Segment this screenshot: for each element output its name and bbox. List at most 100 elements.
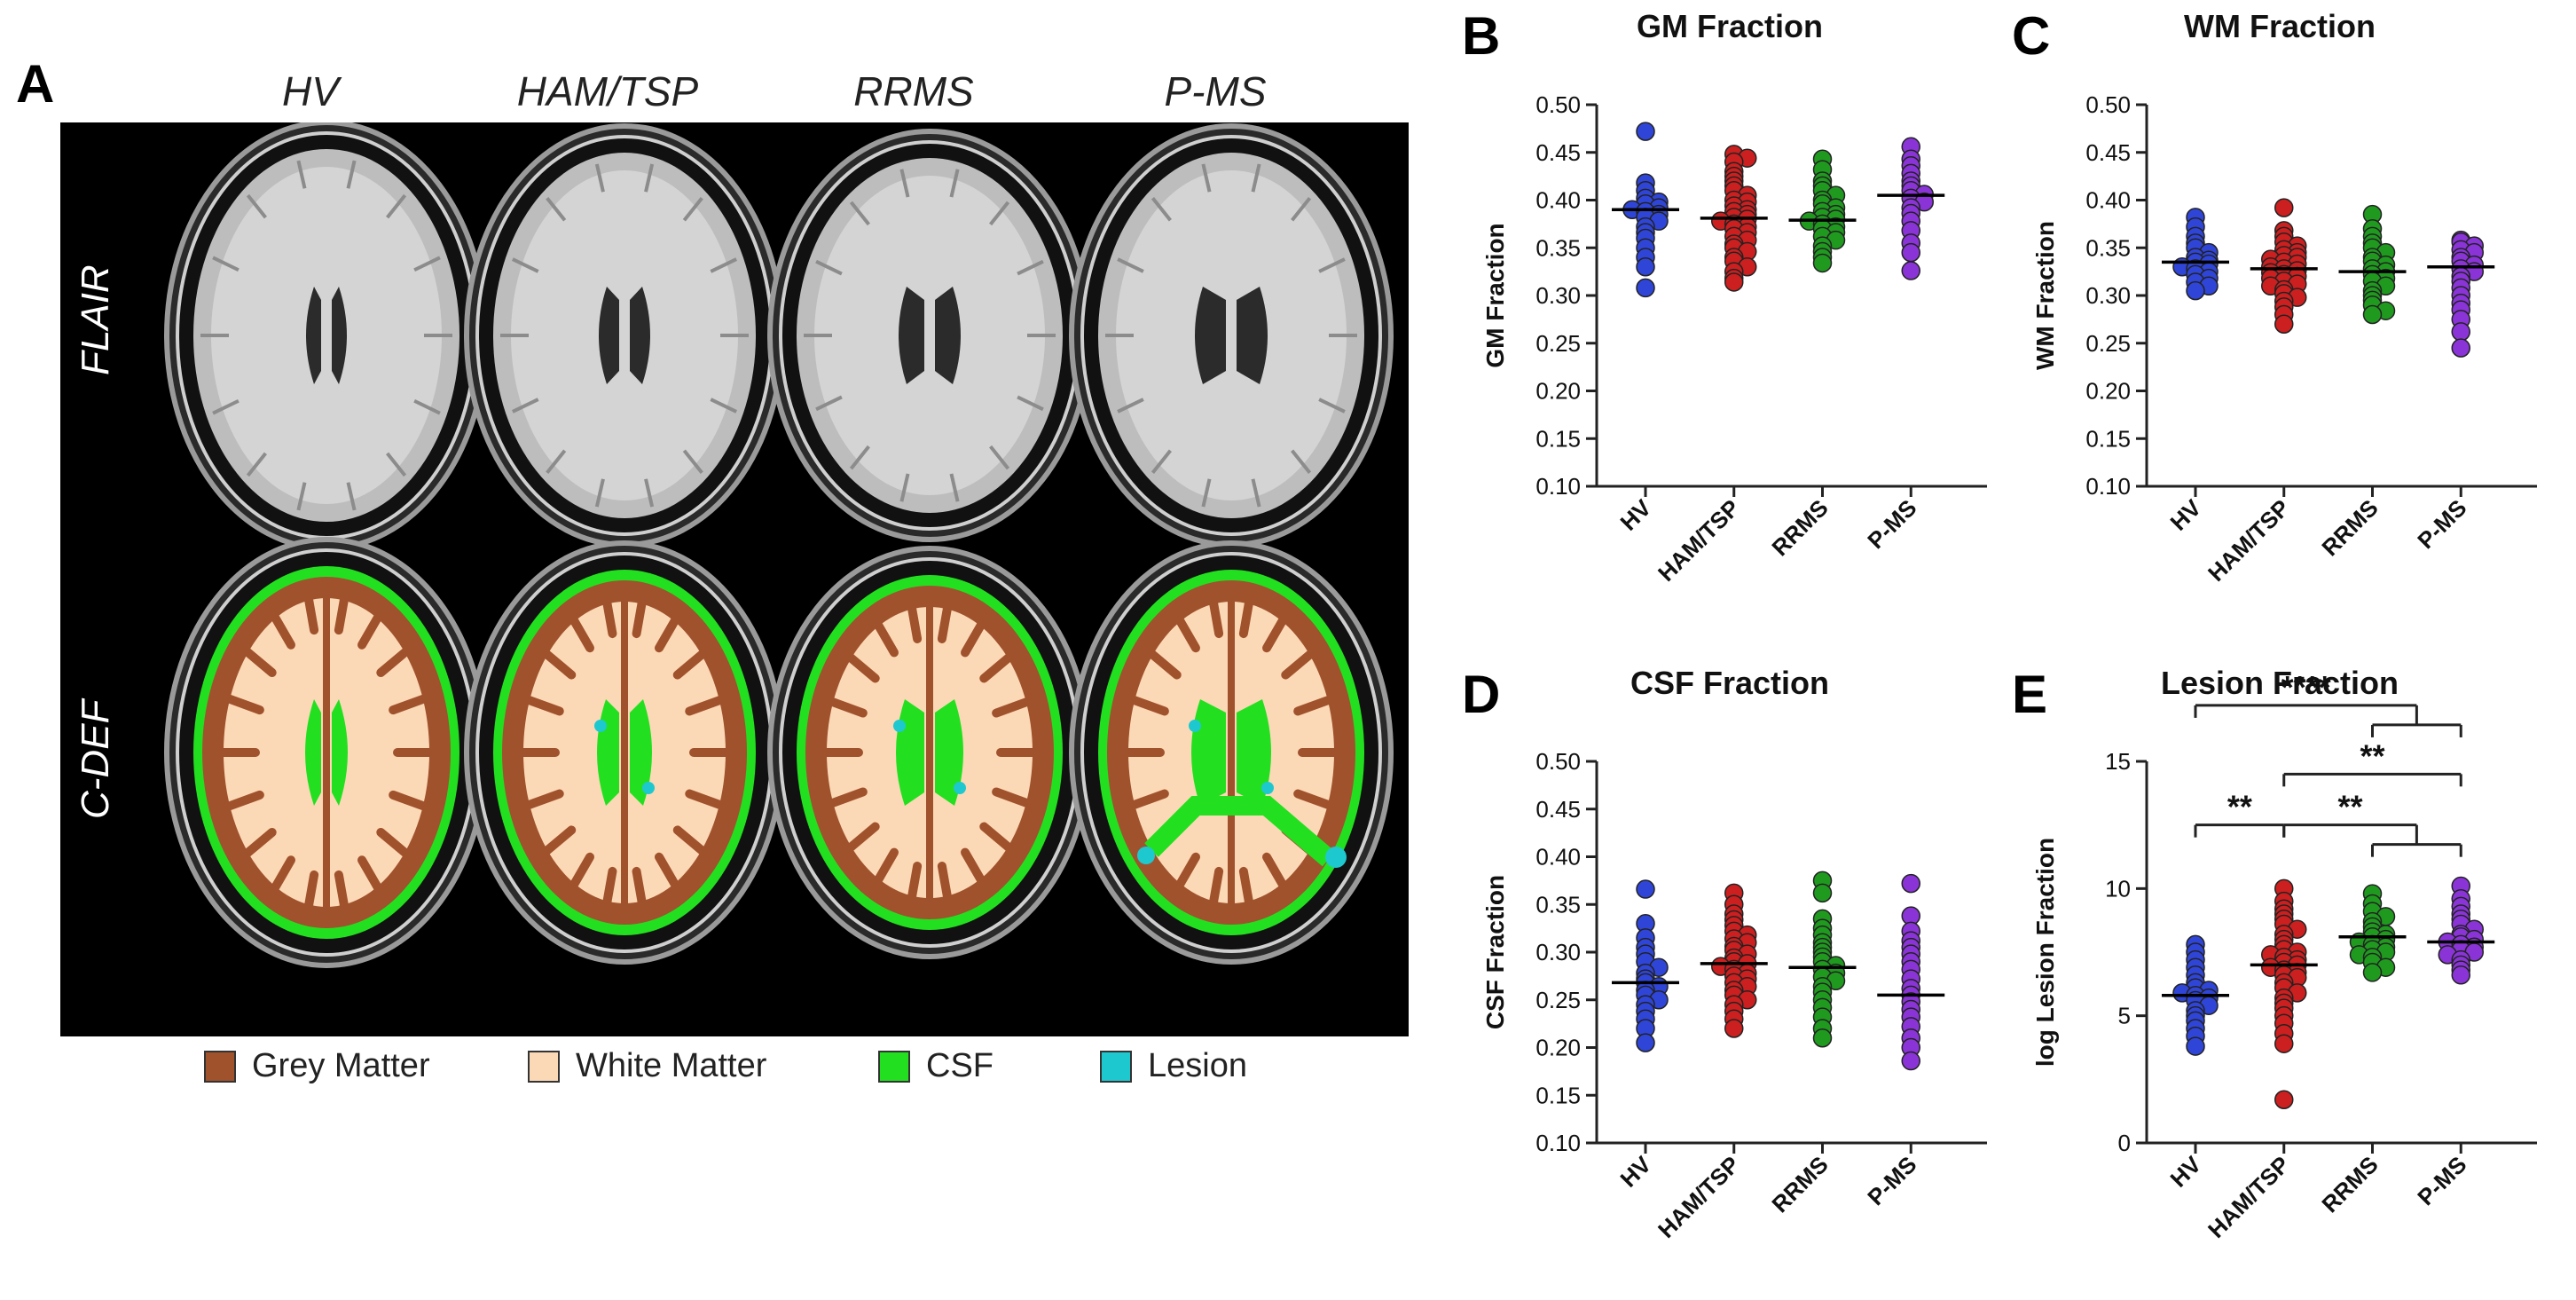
lesion-fraction-significance-bracket [2194,823,2286,838]
csf-fraction-data-point [1812,883,1833,903]
legend-label-lesion: Lesion [1148,1047,1247,1084]
wm-fraction-title: WM Fraction [2184,8,2376,44]
csf-fraction-title: CSF Fraction [1630,665,1829,701]
lesion-fraction-significance-bracket [2194,704,2462,737]
lesion-fraction-data-point [2451,965,2470,985]
legend-label-white-matter: White Matter [576,1047,767,1084]
lesion-fraction-y-tick-label: 5 [2118,1003,2131,1029]
legend-swatch-lesion [1100,1050,1132,1083]
csf-fraction-y-tick-label: 0.20 [1535,1035,1581,1061]
csf-fraction-x-tick-label: RRMS [1766,1151,1833,1217]
lesion-fraction-x-tick-label: HAM/TSP [2203,1151,2295,1243]
wm-fraction-series-3 [2362,204,2396,325]
legend-item-white-matter: White Matter [528,1047,766,1085]
csf-fraction-y-tick-label: 0.25 [1535,987,1581,1013]
legend-label-grey-matter: Grey Matter [252,1047,430,1084]
wm-fraction-data-point [2274,314,2294,334]
lesion-fraction-y-tick-label: 15 [2105,748,2131,775]
gm-fraction-y-axis-label: GM Fraction [1481,223,1509,367]
panel-b-letter: B [1462,6,1501,66]
lesion-fraction-significance-bracket [2282,772,2462,787]
wm-fraction-series-4 [2451,230,2484,358]
csf-fraction-series-2 [1711,883,1757,1038]
flair-brain-4 [1069,123,1394,548]
csf-fraction-data-point [1636,1033,1655,1052]
csf-fraction-y-tick-label: 0.30 [1535,939,1581,965]
lesion-fraction-y-axis-label: log Lesion Fraction [2031,838,2059,1067]
csf-fraction-data-point [1636,879,1655,899]
cdef-brain-2 [464,540,785,965]
legend-item-grey-matter: Grey Matter [204,1047,430,1085]
lesion-fraction-chart: Lesion Fraction 0 5 10 15 log Lesion Fraction… [2031,665,2537,1243]
gm-fraction-y-tick-label: 0.30 [1535,282,1581,309]
lesion-fraction-significance-label: ** [2338,789,2363,825]
cdef-brain-3 [767,546,1092,959]
legend-swatch-csf [878,1050,910,1083]
wm-fraction-y-tick-label: 0.35 [2085,234,2131,261]
panel-e-letter: E [2012,665,2048,724]
column-label-hv: HV [282,68,339,114]
csf-fraction-data-point [1901,1051,1920,1071]
flair-brain-2 [464,123,785,548]
csf-fraction-series-3 [1812,871,1846,1048]
panel-d-letter: D [1462,665,1501,724]
gm-fraction-data-point [1636,122,1655,141]
gm-fraction-y-tick-label: 0.50 [1535,91,1581,118]
gm-fraction-y-tick-label: 0.25 [1535,330,1581,357]
legend-item-lesion: Lesion [1100,1047,1247,1085]
gm-fraction-y-tick-label: 0.40 [1535,187,1581,214]
csf-fraction-series-1 [1636,879,1669,1052]
gm-fraction-data-point [1724,272,1744,292]
lesion-fraction-series-3 [2349,884,2396,982]
gm-fraction-data-point [1901,242,1920,263]
lesion-fraction-y-tick-label: 10 [2105,875,2131,902]
cdef-brain-1 [164,537,489,968]
wm-fraction-data-point [2451,338,2470,358]
lesion-fraction-data-point [2274,1034,2294,1053]
lesion-fraction-data-point [2362,963,2383,982]
wm-fraction-x-tick-label: P-MS [2412,494,2471,554]
lesion-fraction-data-point [2186,1036,2205,1056]
gm-fraction-series-2 [1711,145,1757,292]
column-label-rrms: RRMS [853,68,974,114]
wm-fraction-y-tick-label: 0.25 [2085,330,2131,357]
legend-label-csf: CSF [926,1047,993,1084]
csf-fraction-y-tick-label: 0.35 [1535,891,1581,918]
wm-fraction-y-tick-label: 0.10 [2085,473,2131,500]
lesion-fraction-series-4 [2438,876,2484,985]
lesion-fraction-x-tick-label: P-MS [2412,1151,2471,1210]
wm-fraction-data-point [2274,198,2294,217]
gm-fraction-x-tick-label: P-MS [1862,494,1921,554]
gm-fraction-x-tick-label: RRMS [1766,494,1833,561]
csf-fraction-x-tick-label: HAM/TSP [1653,1151,1745,1243]
gm-fraction-data-point [1636,257,1655,277]
csf-fraction-x-tick-label: HV [1614,1151,1656,1193]
gm-fraction-y-tick-label: 0.35 [1535,234,1581,261]
wm-fraction-data-point [2186,280,2205,301]
mri-image-panel: FLAIR C-DEF [60,120,1409,1036]
gm-fraction-chart: GM Fraction 0.10 0.15 0.20 0.25 0.30 0.35 0.40 0… [1481,8,1987,587]
gm-fraction-series-4 [1901,137,1934,280]
wm-fraction-y-tick-label: 0.20 [2085,378,2131,405]
gm-fraction-data-point [1636,278,1655,298]
wm-fraction-x-tick-label: HV [2164,494,2206,536]
flair-brain-1 [164,120,489,551]
gm-fraction-series-3 [1799,149,1846,273]
wm-fraction-x-tick-label: RRMS [2316,494,2383,561]
wm-fraction-chart: WM Fraction 0.10 0.15 0.20 0.25 0.30 0.35 0.40 0… [2031,8,2537,587]
wm-fraction-data-point [2362,304,2383,325]
column-label-pms: P-MS [1164,68,1267,114]
lesion-fraction-significance-bracket [2282,823,2462,857]
row-label-flair: FLAIR [74,264,117,375]
csf-fraction-y-tick-label: 0.40 [1535,844,1581,871]
lesion-fraction-x-tick-label: HV [2164,1151,2206,1193]
panel-a-letter: A [16,54,55,114]
wm-fraction-series-2 [2261,198,2307,334]
gm-fraction-y-tick-label: 0.15 [1535,425,1581,452]
lesion-fraction-significance-label: ** [2360,737,2384,774]
legend-item-csf: CSF [878,1047,993,1085]
wm-fraction-y-tick-label: 0.40 [2085,187,2131,214]
csf-fraction-y-axis-label: CSF Fraction [1481,875,1509,1029]
column-label-ham-tsp: HAM/TSP [516,68,699,114]
lesion-fraction-series-2 [2261,878,2307,1110]
